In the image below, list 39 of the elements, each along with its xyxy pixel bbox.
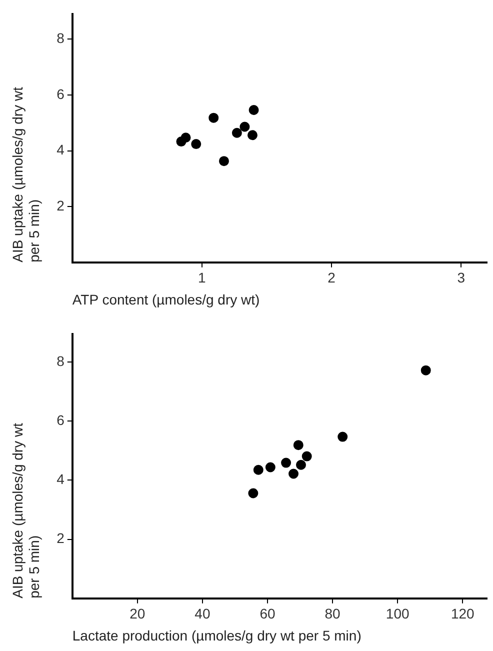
point [208, 112, 219, 123]
point [338, 432, 348, 442]
point [191, 139, 202, 150]
y-axis-title: AIB uptake (µmoles/g dry wt per 5 min) [9, 86, 42, 262]
point [180, 132, 191, 143]
x-tick-label: 20 [130, 606, 146, 622]
y-tick-label: 4 [56, 471, 65, 488]
point [248, 105, 259, 116]
point [265, 462, 276, 472]
point [293, 440, 304, 450]
point [240, 122, 250, 132]
y-tick-label: 6 [56, 412, 65, 428]
x-tick-label: 100 [386, 606, 410, 622]
y-tick-label: 8 [56, 30, 65, 46]
y-tick-label: 2 [56, 530, 65, 546]
point [247, 130, 258, 140]
y-tick-label: 4 [56, 142, 65, 158]
point [253, 464, 264, 475]
x-tick-label: 80 [324, 606, 341, 622]
point [420, 365, 431, 376]
x-tick-label: 3 [457, 270, 466, 286]
x-axis-title: ATP content (µmoles/g dry wt) [72, 291, 260, 308]
x-tick-label: 40 [194, 606, 210, 622]
point [288, 468, 299, 479]
x-axis-title: Lactate production (µmoles/g dry wt per 5 min) [72, 627, 362, 644]
y-tick-label: 2 [56, 197, 65, 214]
x-tick-label: 2 [328, 270, 336, 286]
x-tick-label: 1 [198, 270, 206, 286]
y-tick-label: 8 [56, 352, 65, 369]
point [296, 460, 306, 470]
x-tick-label: 120 [450, 606, 475, 622]
point [218, 156, 229, 166]
point [281, 458, 292, 468]
y-axis-title: AIB uptake (µmoles/g dry wt per 5 min) [9, 422, 42, 598]
point [302, 451, 312, 462]
x-tick-label: 60 [260, 606, 276, 622]
y-tick-label: 6 [56, 86, 65, 102]
point [248, 488, 258, 498]
point [232, 128, 242, 138]
